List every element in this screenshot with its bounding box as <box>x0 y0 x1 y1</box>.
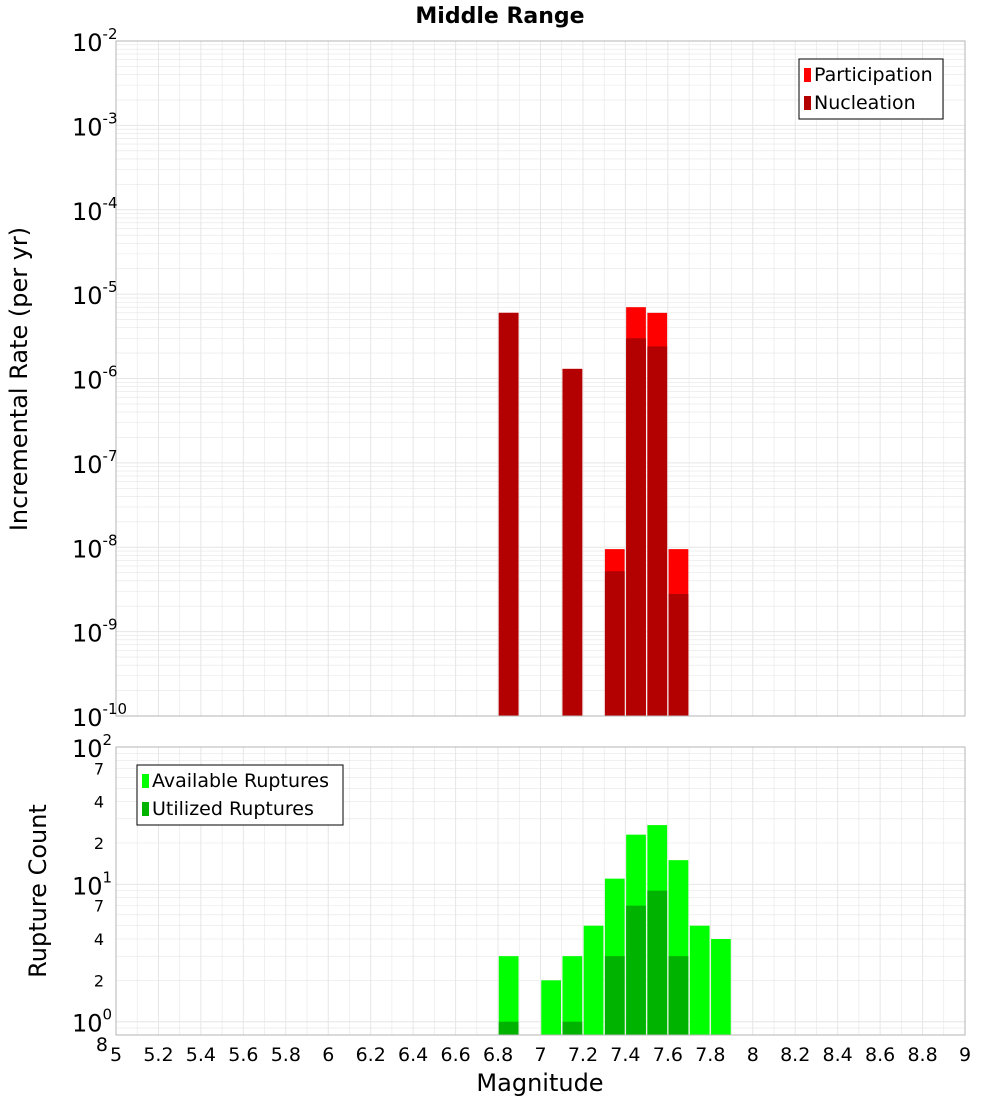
y-tick-label: 101 <box>72 868 112 900</box>
x-axis-label: Magnitude <box>476 1069 603 1097</box>
y-tick-label: 10-8 <box>72 531 118 563</box>
utilized-ruptures-bar <box>562 1021 583 1035</box>
legend-label: Nucleation <box>814 92 916 114</box>
x-tick-label: 6.2 <box>356 1044 386 1066</box>
y-tick-label: 2 <box>94 834 104 853</box>
available-ruptures-bar <box>689 925 710 1035</box>
legend-swatch <box>142 802 149 816</box>
utilized-ruptures-bar <box>647 890 668 1035</box>
y-tick-label: 10-9 <box>72 616 118 648</box>
x-tick-label: 5.6 <box>228 1044 258 1066</box>
nucleation-bar <box>604 571 625 716</box>
available-ruptures-bar <box>498 956 519 1035</box>
x-tick-label: 8.6 <box>865 1044 895 1066</box>
x-tick-label: 7.6 <box>653 1044 683 1066</box>
nucleation-bar <box>562 368 583 716</box>
utilized-ruptures-bar <box>498 1021 519 1035</box>
legend: Available Ruptures Utilized Ruptures <box>136 764 344 826</box>
utilized-ruptures-bar <box>626 905 646 1035</box>
available-ruptures-bar <box>583 925 604 1035</box>
x-tick-label: 6.8 <box>483 1044 513 1066</box>
nucleation-bar <box>626 338 646 716</box>
x-tick-label: 6.6 <box>440 1044 470 1066</box>
x-tick-label: 7.2 <box>568 1044 598 1066</box>
legend: Participation Nucleation <box>798 58 944 120</box>
x-tick-label: 7.4 <box>610 1044 640 1066</box>
y-tick-label: 4 <box>94 930 104 949</box>
legend-label: Utilized Ruptures <box>152 798 314 820</box>
legend-swatch <box>804 96 811 110</box>
available-ruptures-bar <box>541 980 561 1035</box>
x-tick-label: 8.2 <box>780 1044 810 1066</box>
y-tick-label: 10-10 <box>72 700 127 732</box>
legend-label: Available Ruptures <box>152 770 329 792</box>
available-ruptures-bar <box>562 956 583 1035</box>
nucleation-bar <box>668 593 689 716</box>
y-tick-label: 102 <box>72 731 112 763</box>
x-tick-label: 5.2 <box>143 1044 173 1066</box>
x-tick-label: 8.8 <box>907 1044 937 1066</box>
x-tick-label: 5 <box>110 1044 122 1066</box>
available-ruptures-bar <box>711 939 731 1035</box>
x-tick-label: 6 <box>322 1044 334 1066</box>
x-tick-label: 8 <box>747 1044 759 1066</box>
rate-panel: 10-10 10-9 10-8 10-7 10-6 10-5 10-4 10-3 10-2 Par… <box>72 25 966 732</box>
x-tick-label: 6.4 <box>398 1044 428 1066</box>
legend-box <box>798 58 944 120</box>
legend-swatch <box>142 774 149 788</box>
utilized-ruptures-bar <box>668 956 689 1035</box>
x-tick-label: 7 <box>534 1044 546 1066</box>
nucleation-bar <box>498 312 519 716</box>
y-tick-label: 7 <box>94 897 104 916</box>
chart-title: Middle Range <box>415 4 584 29</box>
y-tick-label: 2 <box>94 971 104 990</box>
x-tick-label: 5.8 <box>271 1044 301 1066</box>
plot-frame <box>115 40 966 717</box>
y-tick-label: 10-7 <box>72 447 118 479</box>
y-tick-label: 10-5 <box>72 278 118 310</box>
x-tick-label: 5.4 <box>186 1044 216 1066</box>
x-tick-label: 7.8 <box>695 1044 725 1066</box>
legend-label: Participation <box>814 64 933 86</box>
plot-frame <box>115 746 966 1036</box>
nucleation-bar <box>647 346 668 716</box>
y-tick-label: 8 <box>96 1034 108 1056</box>
legend-box <box>136 764 344 826</box>
x-tick-label: 8.4 <box>823 1044 853 1066</box>
top-y-axis-label: Incremental Rate (per yr) <box>5 227 33 531</box>
y-tick-label: 4 <box>94 793 104 812</box>
y-tick-label: 10-4 <box>72 194 118 226</box>
y-tick-label: 7 <box>94 759 104 778</box>
y-tick-label: 10-6 <box>72 363 118 395</box>
y-tick-label: 100 <box>72 1006 112 1038</box>
legend-swatch <box>804 68 811 82</box>
bottom-y-axis-label: Rupture Count <box>24 804 52 978</box>
utilized-ruptures-bar <box>604 956 625 1035</box>
y-tick-label: 10-3 <box>72 109 118 141</box>
x-tick-label: 9 <box>959 1044 971 1066</box>
y-tick-label: 10-2 <box>72 25 118 57</box>
